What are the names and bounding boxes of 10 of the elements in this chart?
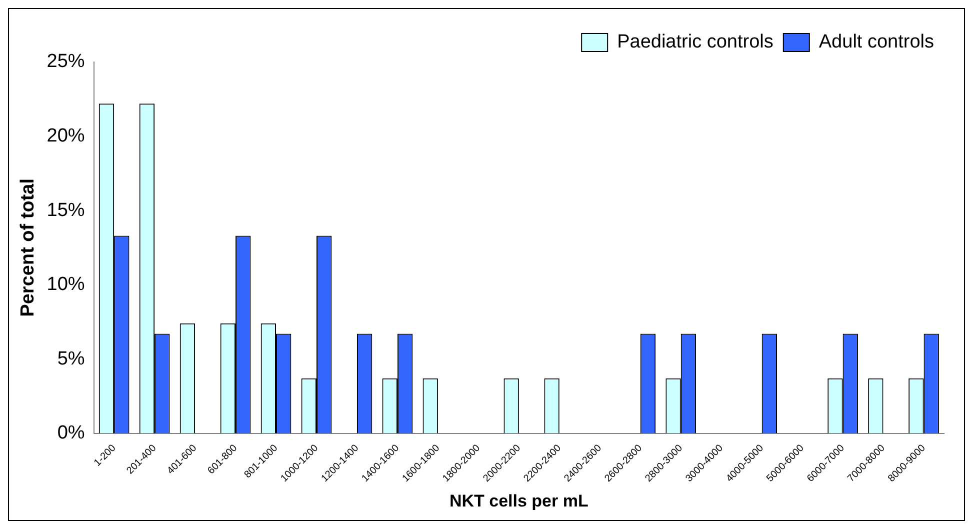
y-tick-label: 20% [46,125,85,146]
y-axis-title: Percent of total [18,178,39,317]
y-tick-label: 10% [46,274,85,296]
y-tick-label: 0% [57,422,85,444]
legend-label: Adult controls [818,32,934,53]
x-axis-title: NKT cells per mL [449,491,588,510]
y-tick-label: 25% [46,51,85,72]
y-tick-label: 15% [46,200,85,221]
y-tick-label: 5% [57,348,85,370]
legend-label: Paediatric controls [617,32,774,53]
